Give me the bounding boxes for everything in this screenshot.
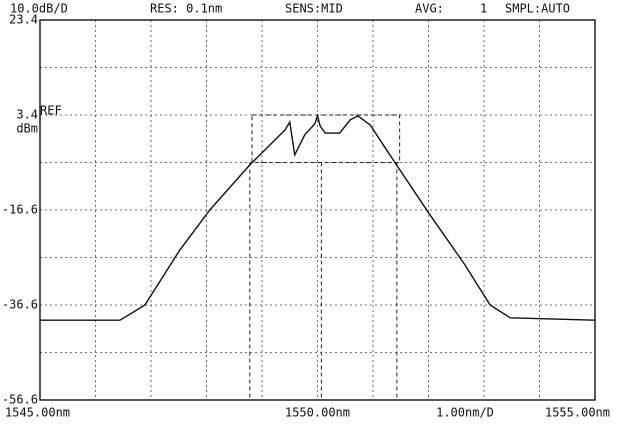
x-tick-label: 1545.00nm xyxy=(5,406,70,420)
header-item: SMPL:AUTO xyxy=(505,2,570,16)
x-tick-label: 1555.00nm xyxy=(545,406,610,420)
y-unit: dBm xyxy=(16,122,38,136)
header-item: SENS:MID xyxy=(285,2,343,16)
x-scale-label: 1.00nm/D xyxy=(436,406,494,420)
ref-label: REF xyxy=(40,104,62,118)
header-item: AVG: xyxy=(415,2,444,16)
y-tick-label: -56.6 xyxy=(2,393,38,407)
x-tick-label: 1550.00nm xyxy=(285,406,350,420)
plot-frame xyxy=(39,19,596,401)
header-item: RES: 0.1nm xyxy=(150,2,222,16)
trace xyxy=(40,113,596,321)
header-item: 1 xyxy=(480,2,487,16)
marker-box xyxy=(251,114,401,163)
header-item: 10.0dB/D xyxy=(10,2,68,16)
y-tick-label: 3.4 xyxy=(16,108,38,122)
y-tick-label: 23.4 xyxy=(9,13,38,27)
y-tick-label: -16.6 xyxy=(2,203,38,217)
y-tick-label: -36.6 xyxy=(2,298,38,312)
